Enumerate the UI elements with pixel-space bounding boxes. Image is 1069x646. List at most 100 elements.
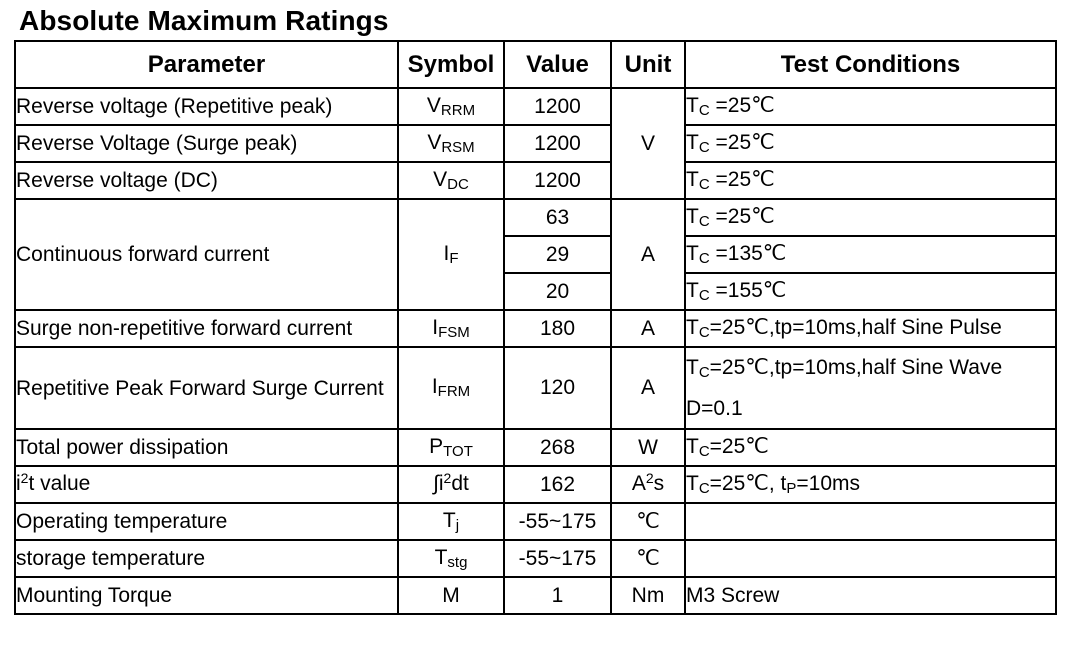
unit-part: s (653, 472, 665, 495)
symbol-main: T (442, 508, 456, 532)
cond-subscript: C (698, 323, 710, 341)
value-cell: -55~175 (503, 539, 612, 578)
parameter-cell: storage temperature (14, 539, 399, 578)
table-row: Reverse Voltage (Surge peak) VRSM 1200 T… (14, 124, 1057, 163)
symbol-subscript: F (449, 249, 459, 267)
unit-cell: W (610, 428, 686, 467)
unit-part: A (631, 472, 646, 495)
unit-cell: A (610, 346, 686, 430)
cond-main: T (686, 93, 699, 117)
symbol-cell: M (397, 576, 505, 615)
cond-subscript: C (698, 479, 710, 497)
symbol-main: T (434, 545, 448, 569)
value-cell: 63 (503, 198, 612, 237)
unit-cell: Nm (610, 576, 686, 615)
cond-rest: =25℃,tp=10ms,half Sine Wave (709, 356, 1003, 379)
condition-cell (684, 502, 1057, 541)
symbol-cell: ∫i2dt (397, 465, 505, 504)
symbol-main: I (431, 375, 438, 398)
table-row: Reverse voltage (DC) VDC 1200 TC =25℃ (14, 161, 1057, 200)
cond-main: T (686, 434, 699, 458)
parameter-cell: Surge non-repetitive forward current (14, 309, 399, 348)
symbol-superscript: 2 (443, 470, 452, 486)
symbol-cell: Tstg (397, 539, 505, 578)
table-row: Reverse voltage (Repetitive peak) VRRM 1… (14, 87, 1057, 200)
parameter-cell: Reverse voltage (Repetitive peak) (14, 87, 399, 126)
condition-cell: TC =25℃ (684, 198, 1057, 237)
cond-main: T (686, 241, 699, 265)
cond-subscript: C (698, 286, 710, 304)
symbol-main: ∫i (433, 472, 444, 495)
condition-cell: TC=25℃ (684, 428, 1057, 467)
cond-main: T (686, 471, 699, 495)
cond-main: T (686, 356, 699, 379)
parameter-cell: Mounting Torque (14, 576, 399, 615)
header-symbol: Symbol (397, 40, 505, 89)
param-part: t value (28, 472, 91, 495)
parameter-cell: Reverse Voltage (Surge peak) (14, 124, 399, 163)
cond-mid: =25℃, t (709, 471, 787, 495)
symbol-cell: IFRM (397, 346, 505, 430)
parameter-cell: i2t value (14, 465, 399, 504)
cond-subscript: C (698, 212, 710, 230)
symbol-subscript: TOT (443, 442, 473, 460)
symbol-cell: IFSM (397, 309, 505, 348)
param-part: i (16, 472, 21, 495)
symbol-part: dt (451, 472, 469, 495)
unit-cell: A (610, 198, 686, 311)
cond-subscript: C (698, 364, 710, 381)
value-cell: 1 (503, 576, 612, 615)
table-row: Continuous forward current IF 63 A TC =2… (14, 198, 1057, 311)
cond-rest: =25℃,tp=10ms,half Sine Pulse (709, 315, 1002, 339)
cond-main: T (686, 278, 699, 302)
cond-rest: =25℃ (709, 434, 769, 458)
value-cell: 29 (503, 235, 612, 274)
condition-cell: TC =25℃ (684, 87, 1057, 126)
cond-rest: =10ms (796, 471, 861, 495)
parameter-cell: Continuous forward current (14, 198, 399, 311)
symbol-cell: VRRM (397, 87, 505, 126)
symbol-cell: Tj (397, 502, 505, 541)
symbol-main: P (429, 434, 444, 458)
symbol-subscript: FRM (437, 383, 471, 400)
table-row: Total power dissipation PTOT 268 W TC=25… (14, 428, 1057, 467)
symbol-cell: IF (397, 198, 505, 311)
table-header-row: Parameter Symbol Value Unit Test Conditi… (14, 40, 1057, 89)
cond-main: T (686, 315, 699, 339)
condition-cell: TC=25℃, tP=10ms (684, 465, 1057, 504)
cond-rest: =25℃ (709, 167, 775, 191)
cond-subscript: C (698, 138, 710, 156)
table-row: Repetitive Peak Forward Surge Current IF… (14, 346, 1057, 430)
param-superscript: 2 (20, 470, 29, 486)
symbol-main: I (432, 315, 439, 339)
table-row: Surge non-repetitive forward current IFS… (14, 309, 1057, 348)
header-parameter: Parameter (14, 40, 399, 89)
parameter-cell: Reverse voltage (DC) (14, 161, 399, 200)
cond-rest: =155℃ (709, 278, 787, 302)
unit-cell: ℃ (610, 539, 686, 578)
cond-rest: =25℃ (709, 204, 775, 228)
cond-subscript: C (698, 442, 710, 460)
cond-rest: =135℃ (709, 241, 787, 265)
value-cell: 180 (503, 309, 612, 348)
cond-subscript: C (698, 249, 710, 267)
symbol-subscript: RRM (440, 101, 476, 119)
symbol-subscript: stg (447, 553, 468, 571)
cond-subscript: P (786, 479, 797, 497)
value-cell: 162 (503, 465, 612, 504)
header-unit: Unit (610, 40, 686, 89)
unit-cell: V (610, 87, 686, 200)
condition-cell: TC =155℃ (684, 272, 1057, 311)
cond-subscript: C (698, 101, 710, 119)
ratings-table: Parameter Symbol Value Unit Test Conditi… (14, 40, 1057, 615)
value-cell: 1200 (503, 161, 612, 200)
value-cell: -55~175 (503, 502, 612, 541)
value-cell: 1200 (503, 87, 612, 126)
table-row: 20 TC =155℃ (15, 272, 1057, 311)
table-row: storage temperature Tstg -55~175 ℃ (14, 539, 1057, 578)
symbol-cell: PTOT (397, 428, 505, 467)
unit-superscript: 2 (645, 470, 654, 486)
symbol-subscript: FSM (438, 323, 470, 341)
condition-cell: TC =135℃ (684, 235, 1057, 274)
cond-main: T (686, 204, 699, 228)
